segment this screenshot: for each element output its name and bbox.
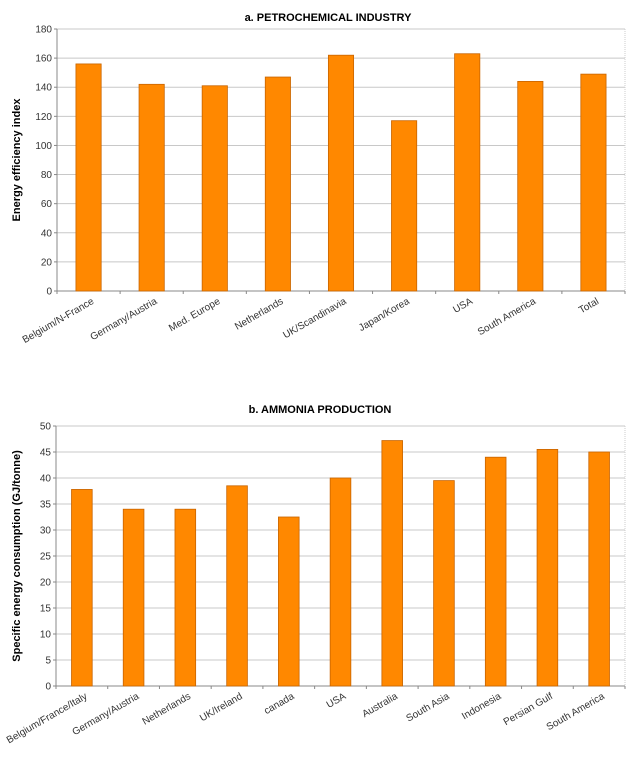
y-axis-label: Specific energy consumption (GJ/tonne) — [11, 450, 23, 662]
y-tick-label: 140 — [35, 83, 52, 94]
x-tick-label: Total — [577, 296, 601, 316]
chart-petrochemical: a. PETROCHEMICAL INDUSTRY Energy efficie… — [11, 12, 626, 346]
y-tick-label: 15 — [40, 604, 52, 615]
y-tick-label: 40 — [41, 228, 53, 239]
y-tick-label: 30 — [40, 526, 52, 537]
x-tick-label: Belgium/N-France — [21, 296, 97, 346]
x-tick-label: Belgium/France/Italy — [5, 691, 89, 746]
chart-ammonia: b. AMMONIA PRODUCTION Specific energy co… — [5, 404, 626, 746]
x-tick-label: UK/Ireland — [198, 691, 244, 724]
x-tick-label: Australia — [361, 691, 401, 720]
bar-med-europe — [201, 85, 228, 292]
bar-belgium-n-france — [75, 63, 102, 292]
y-tick-label: 180 — [35, 25, 52, 36]
y-tick-label: 40 — [40, 474, 52, 485]
x-tick-label: South Asia — [405, 691, 452, 725]
bar-total — [580, 73, 607, 292]
x-tick-label: Netherlands — [233, 296, 285, 332]
y-tick-label: 60 — [41, 199, 53, 210]
x-tick-label: Med. Europe — [167, 296, 222, 334]
bar-uk-scandinavia — [327, 54, 355, 292]
x-tick-label: Japan/Korea — [357, 296, 412, 334]
chart-title: a. PETROCHEMICAL INDUSTRY — [245, 12, 413, 24]
bar-south-asia — [433, 480, 455, 687]
bar-usa — [454, 53, 481, 292]
y-tick-label: 120 — [35, 112, 52, 123]
y-tick-label: 0 — [45, 682, 51, 693]
x-tick-label: Germany/Austria — [89, 296, 160, 343]
bar-germany-austria — [122, 508, 145, 687]
bar-germany-austria — [138, 83, 165, 292]
x-tick-label: canada — [262, 691, 296, 717]
y-tick-label: 45 — [40, 448, 52, 459]
y-tick-label: 25 — [40, 552, 52, 563]
x-tick-label: Netherlands — [141, 691, 193, 727]
x-tick-label: Indonesia — [460, 691, 503, 722]
y-axis-label: Energy efficiency index — [11, 98, 23, 222]
y-tick-label: 20 — [40, 578, 52, 589]
bar-netherlands — [264, 76, 291, 292]
y-tick-label: 160 — [35, 54, 52, 65]
x-tick-label: USA — [325, 691, 349, 711]
bar-canada — [278, 516, 300, 687]
x-tick-label: UK/Scandinavia — [281, 296, 348, 341]
bar-japan-korea — [391, 120, 418, 292]
y-tick-label: 50 — [40, 422, 52, 433]
bar-south-america — [588, 451, 610, 687]
y-tick-label: 5 — [45, 656, 51, 667]
x-tick-label: South America — [476, 296, 538, 338]
bar-belgium-france-italy — [71, 489, 93, 687]
x-tick-label: USA — [451, 296, 475, 316]
bar-indonesia — [484, 456, 507, 687]
chart-title: b. AMMONIA PRODUCTION — [249, 404, 392, 416]
y-tick-label: 10 — [40, 630, 52, 641]
bar-uk-ireland — [226, 485, 248, 687]
bar-usa — [329, 477, 352, 687]
bar-australia — [381, 440, 403, 687]
y-tick-label: 20 — [41, 257, 53, 268]
bar-persian-gulf — [536, 448, 559, 687]
bar-netherlands — [174, 508, 197, 687]
y-tick-label: 35 — [40, 500, 52, 511]
y-tick-label: 100 — [35, 141, 52, 152]
y-tick-label: 80 — [41, 170, 53, 181]
y-tick-label: 0 — [46, 287, 52, 298]
x-tick-label: South America — [545, 691, 607, 733]
bar-south-america — [517, 81, 544, 292]
